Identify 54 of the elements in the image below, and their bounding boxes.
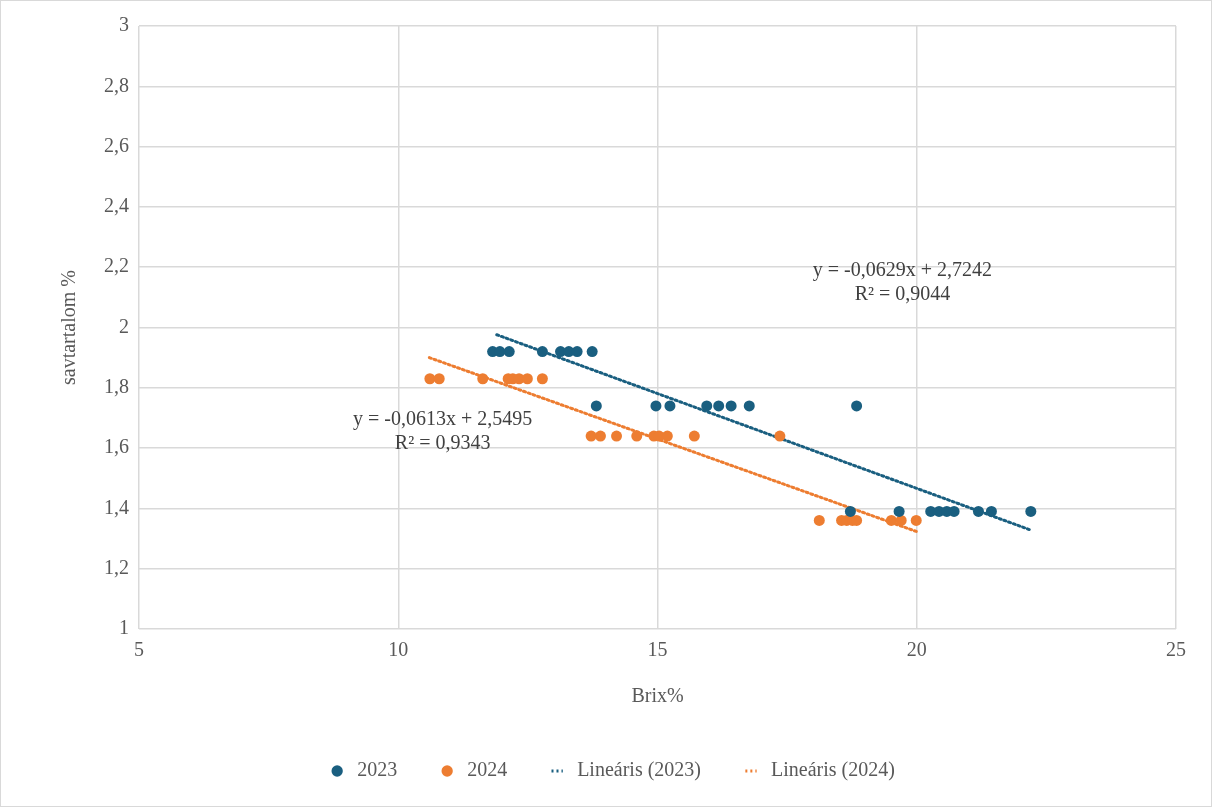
legend-label: 2023	[357, 758, 398, 781]
point	[650, 400, 662, 412]
annotation: y = -0,0613x + 2,5495	[353, 406, 533, 430]
x-tick-label: 5	[134, 638, 144, 661]
point	[895, 514, 907, 526]
point	[910, 514, 922, 526]
point	[688, 430, 700, 442]
point	[1025, 505, 1037, 517]
point	[503, 346, 515, 358]
y-tick-label: 2,4	[104, 194, 129, 217]
y-tick-label: 1,8	[104, 375, 129, 398]
point	[701, 400, 713, 412]
annotation: y = -0,0629x + 2,7242	[812, 257, 993, 281]
point	[536, 346, 548, 358]
y-tick-label: 2,6	[104, 133, 129, 156]
y-tick-label: 1,4	[104, 495, 129, 518]
point	[893, 505, 905, 517]
legend-label: Lineáris (2024)	[771, 758, 895, 782]
point	[713, 400, 725, 412]
x-tick-label: 20	[906, 638, 927, 661]
annotation: R² = 0,9044	[854, 282, 951, 305]
point	[774, 430, 786, 442]
y-axis-title: savtartalom %	[57, 270, 80, 385]
point	[594, 430, 606, 442]
y-tick-label: 1,2	[104, 555, 129, 578]
x-tick-label: 10	[388, 638, 409, 661]
point	[844, 505, 856, 517]
point	[590, 400, 602, 412]
legend-label: Lineáris (2023)	[577, 758, 702, 782]
x-tick-label: 25	[1166, 638, 1186, 661]
legend-label: 2024	[467, 758, 508, 781]
point	[851, 400, 863, 412]
y-tick-label: 2,8	[104, 73, 129, 96]
point	[477, 373, 489, 385]
point	[586, 346, 598, 358]
x-axis-title: Brix%	[631, 684, 684, 707]
point	[725, 400, 737, 412]
point	[813, 514, 825, 526]
x-tick-label: 15	[647, 638, 668, 661]
point	[743, 400, 755, 412]
point	[536, 373, 548, 385]
point	[664, 400, 676, 412]
point	[611, 430, 623, 442]
point	[985, 505, 997, 517]
y-tick-label: 2,2	[104, 254, 129, 277]
point	[631, 430, 643, 442]
y-tick-label: 1	[119, 616, 129, 639]
y-tick-label: 1,6	[104, 435, 129, 458]
point	[433, 373, 445, 385]
point	[972, 505, 984, 517]
y-tick-label: 2	[119, 314, 129, 337]
point	[885, 514, 897, 526]
y-tick-label: 3	[119, 13, 129, 36]
annotation: R² = 0,9343	[394, 431, 491, 453]
